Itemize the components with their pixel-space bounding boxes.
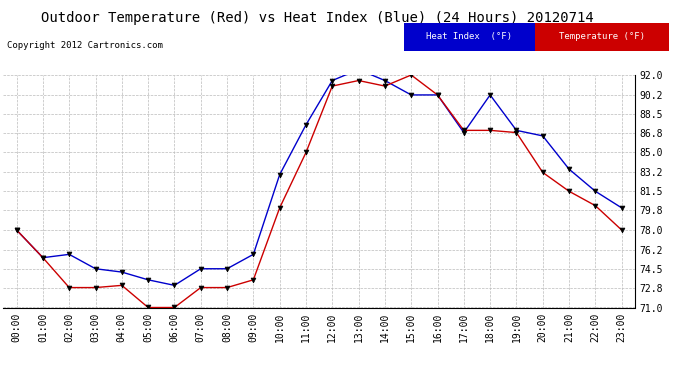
Text: Outdoor Temperature (Red) vs Heat Index (Blue) (24 Hours) 20120714: Outdoor Temperature (Red) vs Heat Index … bbox=[41, 11, 594, 25]
Text: Temperature (°F): Temperature (°F) bbox=[559, 32, 645, 41]
Text: Copyright 2012 Cartronics.com: Copyright 2012 Cartronics.com bbox=[7, 41, 163, 50]
Text: Heat Index  (°F): Heat Index (°F) bbox=[426, 32, 512, 41]
